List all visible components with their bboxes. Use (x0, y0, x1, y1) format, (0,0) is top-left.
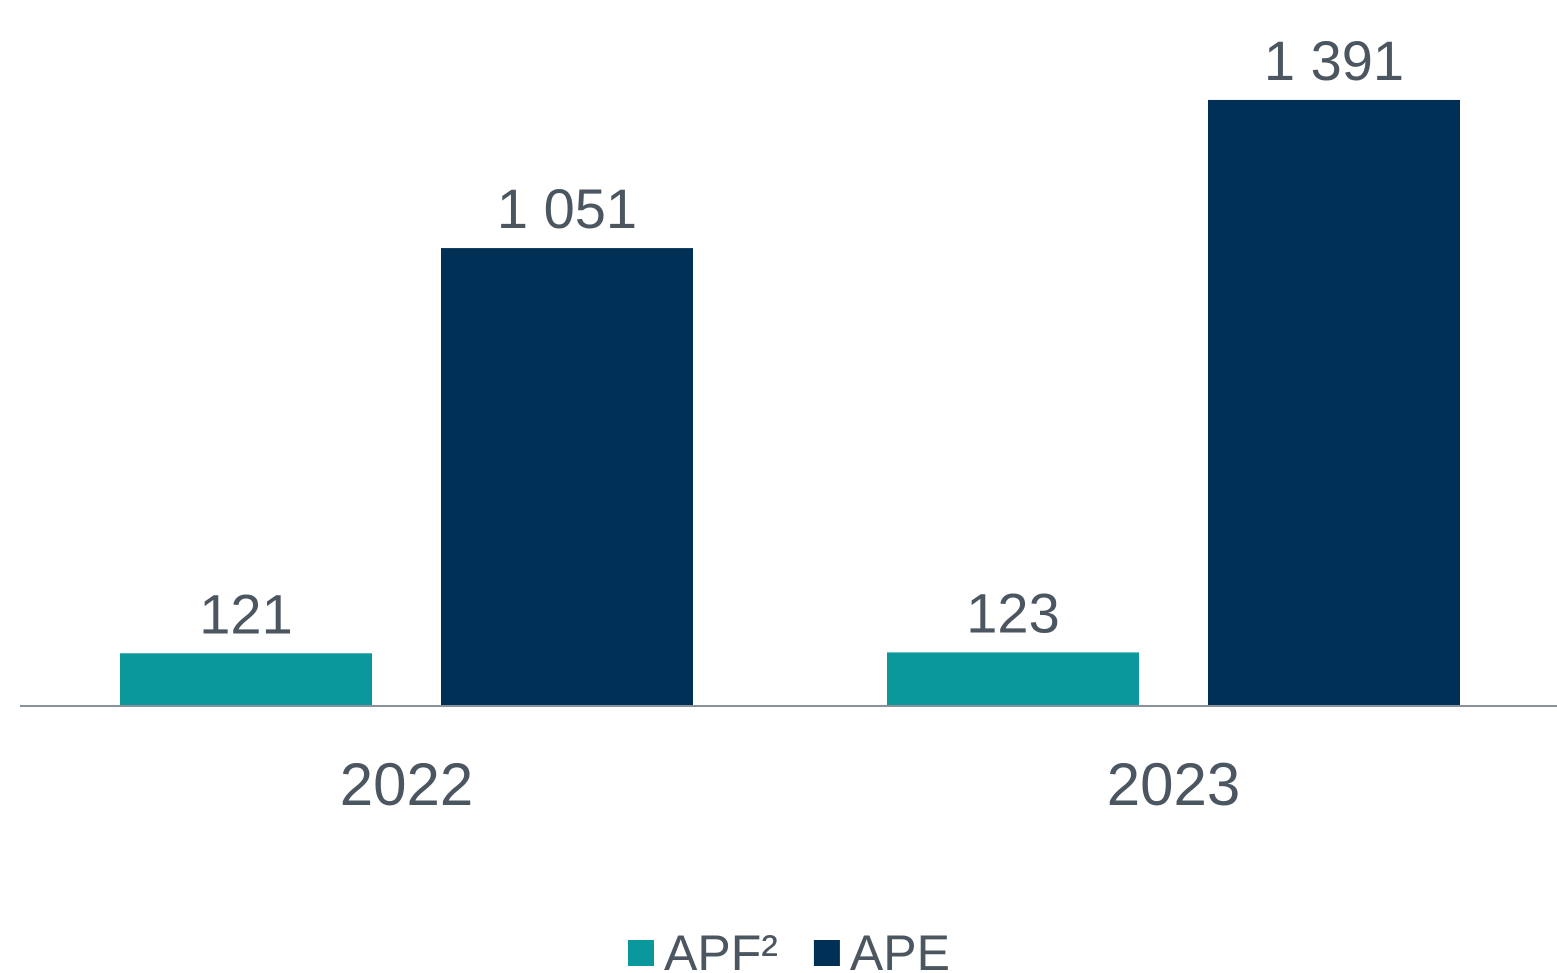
bar (120, 653, 372, 706)
bar (441, 248, 693, 707)
data-label: 1 391 (1264, 29, 1404, 92)
data-label: 1 051 (497, 177, 637, 240)
legend-swatch (628, 940, 654, 966)
data-label: 123 (966, 581, 1059, 644)
legend-swatch (813, 940, 840, 966)
x-tick-label: 2023 (1107, 751, 1240, 818)
data-label: 121 (199, 582, 292, 645)
legend-label: APE (850, 925, 950, 973)
legend-label: APF² (664, 925, 778, 973)
x-tick-label: 2022 (340, 751, 473, 818)
bar (1208, 99, 1460, 707)
bar (887, 652, 1139, 706)
